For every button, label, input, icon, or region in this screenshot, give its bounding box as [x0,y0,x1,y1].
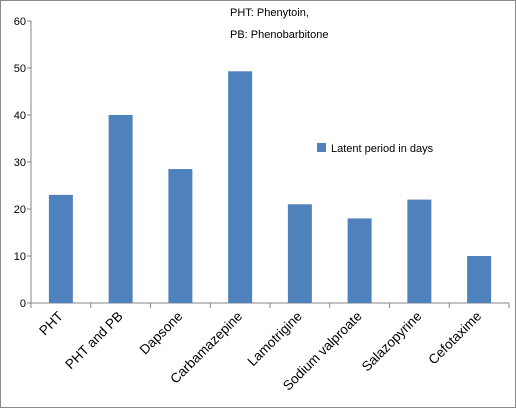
x-tick-label: Dapsone [137,309,186,358]
bar [228,71,253,303]
legend-label: Latent period in days [331,143,434,155]
bar [287,204,312,303]
bar [407,199,432,303]
legend-swatch [317,143,326,152]
y-tick-label: 0 [20,298,26,310]
bar [347,218,372,303]
y-tick-label: 10 [14,251,26,263]
bar [48,194,73,303]
x-tick-label: PHT [36,309,66,339]
y-tick-label: 60 [14,16,26,28]
x-tick-label: Cefotaxime [425,309,484,368]
bar [108,115,133,303]
abbreviation-note-phenytoin: PHT: Phenytoin, [230,7,309,19]
bar [467,256,492,303]
bar [168,169,193,303]
abbreviation-note-phenobarbitone: PB: Phenobarbitone [230,29,328,41]
y-tick-label: 50 [14,63,26,75]
y-tick-label: 30 [14,157,26,169]
x-tick-label: Lamotrigine [245,309,305,369]
x-tick-label: PHT and PB [62,309,125,372]
x-tick-label: Salazopyrine [359,309,425,375]
y-tick-label: 20 [14,204,26,216]
y-tick-label: 40 [14,110,26,122]
